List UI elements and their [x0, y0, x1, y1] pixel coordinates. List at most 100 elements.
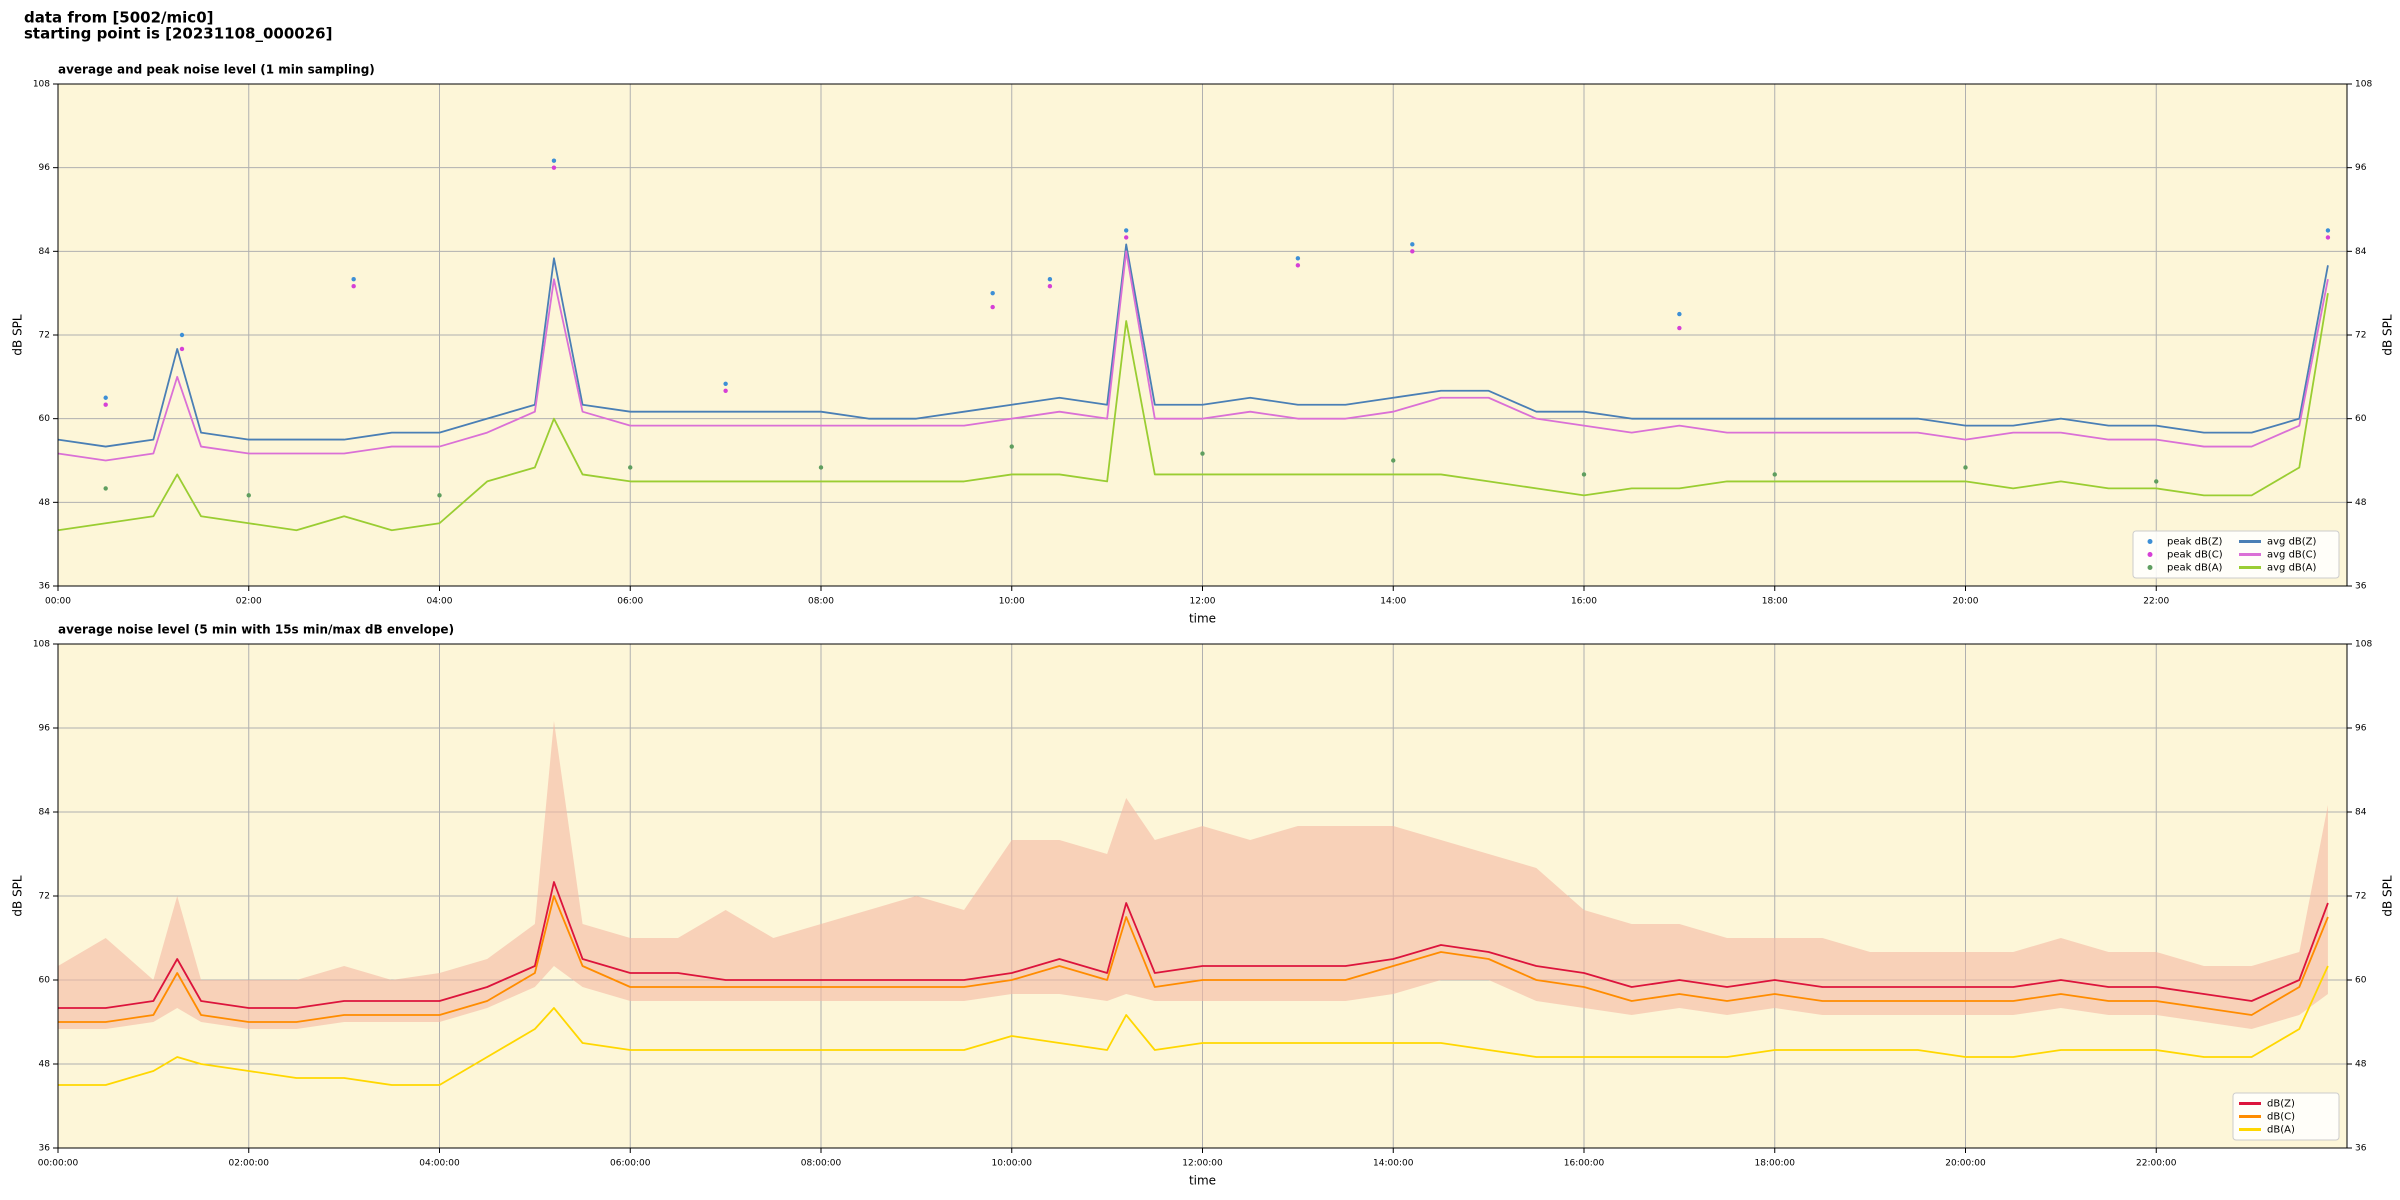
y-tick-label: 72	[2355, 331, 2366, 341]
x-tick-label: 16:00	[1571, 597, 1597, 607]
y-axis-label: dB SPL	[2381, 314, 2395, 356]
peak-point	[2154, 479, 2159, 484]
y-tick-label: 36	[2355, 1144, 2367, 1154]
peak-point	[1124, 235, 1129, 240]
legend-marker	[2147, 539, 2153, 544]
y-axis-label: dB SPL	[2381, 875, 2395, 917]
y-tick-label: 48	[2355, 1060, 2367, 1070]
peak-point	[990, 304, 995, 310]
x-tick-label: 08:00	[808, 597, 834, 607]
y-axis-label: dB SPL	[11, 314, 25, 356]
series-line	[58, 881, 2329, 1009]
x-tick-label: 14:00:00	[1373, 1159, 1414, 1169]
x-tick-label: 04:00	[427, 597, 453, 607]
y-tick-label: 36	[39, 1144, 51, 1154]
x-tick-label: 22:00:00	[2136, 1159, 2177, 1169]
x-tick-label: 20:00	[1953, 597, 1979, 607]
x-tick-label: 20:00:00	[1945, 1159, 1986, 1169]
peak-point	[723, 381, 728, 387]
x-axis-label: time	[1189, 612, 1216, 626]
peak-point	[437, 493, 442, 498]
series-line	[57, 293, 2329, 532]
y-tick-label: 36	[2355, 582, 2367, 592]
peak-point	[2325, 228, 2331, 233]
y-tick-label: 60	[39, 414, 51, 424]
x-tick-label: 02:00	[236, 597, 262, 607]
peak-point	[1963, 465, 1968, 470]
peak-point	[628, 465, 633, 470]
peak-point	[990, 290, 995, 296]
y-tick-label: 36	[39, 582, 51, 592]
peak-point	[1124, 228, 1129, 233]
y-tick-label: 84	[2355, 247, 2367, 257]
y-tick-label: 48	[2355, 498, 2367, 508]
y-tick-label: 84	[2355, 808, 2367, 818]
y-tick-label: 72	[2355, 892, 2366, 902]
x-tick-label: 12:00:00	[1182, 1159, 1223, 1169]
peak-point	[351, 277, 356, 282]
y-tick-label: 96	[2355, 163, 2367, 173]
y-tick-label: 108	[2355, 640, 2372, 650]
y-tick-label: 96	[39, 724, 51, 734]
legend-marker	[2147, 565, 2153, 570]
y-tick-label: 60	[2355, 414, 2367, 424]
x-tick-label: 14:00	[1380, 597, 1406, 607]
peak-point	[1391, 458, 1396, 463]
panel-title: average and peak noise level (1 min samp…	[58, 63, 375, 77]
peak-point	[1295, 263, 1301, 268]
y-tick-label: 72	[39, 892, 50, 902]
y-tick-label: 108	[2355, 80, 2372, 90]
y-tick-label: 108	[33, 80, 50, 90]
legend-label: peak dB(C)	[2167, 550, 2223, 561]
x-tick-label: 10:00:00	[992, 1159, 1033, 1169]
x-tick-label: 10:00	[999, 597, 1025, 607]
legend-label: dB(A)	[2267, 1125, 2295, 1136]
legend-label: avg dB(C)	[2267, 550, 2317, 561]
peak-point	[1677, 325, 1682, 331]
peak-point	[1009, 444, 1014, 449]
legend-label: dB(C)	[2267, 1112, 2295, 1123]
y-tick-label: 72	[39, 331, 50, 341]
peak-point	[351, 283, 356, 289]
series-line	[58, 965, 2329, 1086]
x-tick-label: 06:00:00	[610, 1159, 651, 1169]
panel-title: average noise level (5 min with 15s min/…	[58, 623, 454, 637]
peak-point	[179, 332, 185, 338]
peak-point	[103, 486, 108, 491]
peak-point	[1047, 283, 1053, 289]
series-line	[57, 250, 2329, 462]
header-line: starting point is [20231108_000026]	[24, 25, 332, 43]
peak-point	[551, 158, 557, 163]
peak-point	[1410, 242, 1415, 247]
y-tick-label: 60	[39, 976, 51, 986]
x-tick-label: 02:00:00	[229, 1159, 270, 1169]
peak-point	[103, 395, 108, 400]
x-tick-label: 08:00:00	[801, 1159, 842, 1169]
plot-frame	[57, 643, 2348, 1149]
y-tick-label: 84	[39, 247, 51, 257]
x-tick-label: 04:00:00	[419, 1159, 460, 1169]
y-tick-label: 108	[33, 640, 50, 650]
series-line	[57, 243, 2329, 448]
series-line	[58, 895, 2329, 1023]
peak-point	[1295, 256, 1301, 261]
y-tick-label: 96	[39, 163, 51, 173]
peak-point	[1200, 451, 1205, 456]
peak-point	[2325, 235, 2331, 240]
peak-point	[1047, 277, 1053, 282]
y-axis-label: dB SPL	[11, 875, 25, 917]
peak-point	[723, 388, 728, 393]
x-tick-label: 18:00:00	[1755, 1159, 1796, 1169]
x-tick-label: 00:00	[45, 597, 71, 607]
y-tick-label: 60	[2355, 976, 2367, 986]
x-tick-label: 00:00:00	[38, 1159, 79, 1169]
peak-point	[551, 165, 557, 170]
header-line: data from [5002/mic0]	[24, 9, 214, 27]
peak-point	[1581, 472, 1587, 477]
x-tick-label: 06:00	[617, 597, 643, 607]
y-tick-label: 48	[39, 498, 51, 508]
peak-point	[818, 465, 824, 470]
legend-box	[2132, 530, 2340, 579]
